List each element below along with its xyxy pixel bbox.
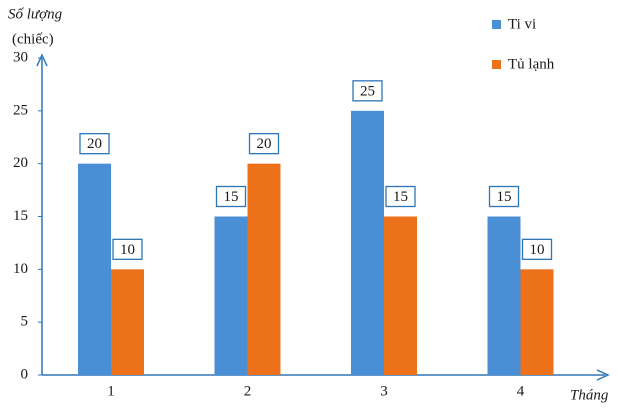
legend-label: Ti vi xyxy=(508,16,536,32)
y-axis-title: Số lượng xyxy=(8,6,63,22)
value-label-box xyxy=(385,185,416,208)
value-label-box xyxy=(79,133,110,155)
value-label: 15 xyxy=(224,189,239,205)
value-label-box xyxy=(352,80,383,102)
y-tick-label: 20 xyxy=(13,155,28,171)
bar xyxy=(384,216,417,375)
value-label-box xyxy=(521,238,553,260)
y-axis-unit: (chiếc) xyxy=(12,31,54,47)
x-tick-label: 1 xyxy=(107,383,115,399)
legend-label: Tủ lạnh xyxy=(508,56,555,72)
value-label-box xyxy=(488,185,520,208)
value-label: 15 xyxy=(497,189,512,205)
y-tick-label: 30 xyxy=(13,49,28,65)
x-tick-label: 2 xyxy=(244,383,252,399)
bar xyxy=(520,269,554,375)
bar xyxy=(214,216,248,375)
x-axis-arrow xyxy=(596,369,610,381)
value-label-box xyxy=(112,238,143,260)
bar xyxy=(487,216,521,375)
legend-swatch xyxy=(492,20,501,29)
y-tick-label: 5 xyxy=(21,314,29,330)
value-label-box xyxy=(215,185,247,208)
value-label: 20 xyxy=(257,136,272,152)
value-label: 15 xyxy=(393,189,408,205)
value-label: 10 xyxy=(530,242,545,258)
bar xyxy=(351,110,384,375)
y-tick-label: 25 xyxy=(13,102,28,118)
value-label-box xyxy=(248,133,280,155)
value-label: 20 xyxy=(87,136,102,152)
y-tick-label: 15 xyxy=(13,208,28,224)
bar xyxy=(78,163,111,375)
x-axis-title: Tháng xyxy=(570,387,609,403)
y-tick-label: 0 xyxy=(21,366,29,382)
x-tick-label: 4 xyxy=(517,383,525,399)
y-tick-label: 10 xyxy=(13,261,28,277)
value-label: 10 xyxy=(120,242,135,258)
value-label: 25 xyxy=(360,83,375,99)
bar xyxy=(111,269,144,375)
x-tick-label: 3 xyxy=(380,383,388,399)
bar xyxy=(247,163,281,375)
y-axis-arrow xyxy=(36,53,48,67)
legend-swatch xyxy=(492,60,501,69)
